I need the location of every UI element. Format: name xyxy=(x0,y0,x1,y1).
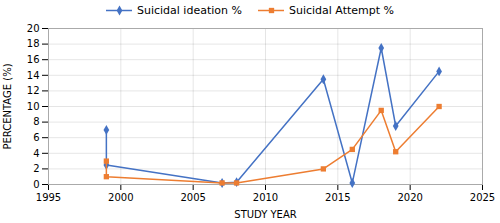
svg-text:6: 6 xyxy=(33,132,39,143)
svg-text:12: 12 xyxy=(27,85,40,96)
html-text:Suicidal ideation %: Suicidal ideation % xyxy=(137,3,242,17)
svg-text:2: 2 xyxy=(33,163,39,174)
svg-text:18: 18 xyxy=(27,38,40,49)
svg-text:2010: 2010 xyxy=(253,192,278,203)
svg-text:STUDY YEAR: STUDY YEAR xyxy=(234,209,296,220)
svg-text:2005: 2005 xyxy=(180,192,205,203)
svg-text:2000: 2000 xyxy=(108,192,133,203)
svg-text:4: 4 xyxy=(33,148,39,159)
svg-text:8: 8 xyxy=(33,116,39,127)
svg-text:10: 10 xyxy=(27,101,40,112)
svg-text:20: 20 xyxy=(27,23,40,34)
svg-text:2025: 2025 xyxy=(470,192,495,203)
html-text:Suicidal Attempt %: Suicidal Attempt % xyxy=(288,3,394,17)
svg-text:14: 14 xyxy=(27,70,40,81)
svg-text:16: 16 xyxy=(27,54,40,65)
svg-text:0: 0 xyxy=(33,179,39,190)
svg-text:1995: 1995 xyxy=(36,192,61,203)
svg-text:2020: 2020 xyxy=(397,192,422,203)
svg-text:PERCENTAGE (%): PERCENTAGE (%) xyxy=(2,63,13,149)
svg-text:2015: 2015 xyxy=(325,192,350,203)
